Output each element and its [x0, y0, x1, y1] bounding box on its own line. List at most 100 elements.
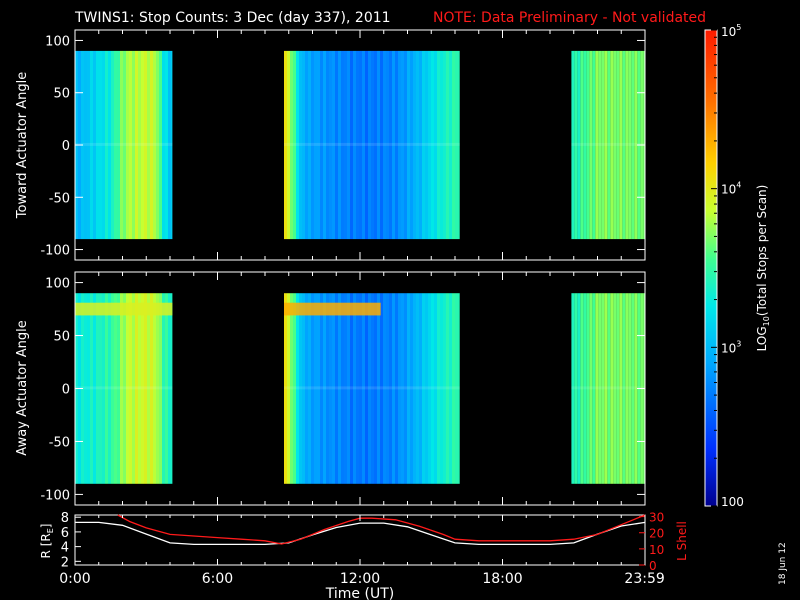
heatmap-column: [374, 50, 377, 240]
heatmap-column: [416, 293, 419, 484]
heatmap-column: [377, 50, 380, 240]
heatmap-column: [389, 293, 392, 484]
heatmap-column: [111, 50, 114, 240]
heatmap-column: [317, 293, 320, 484]
heatmap-column: [299, 293, 302, 484]
heatmap-column: [320, 50, 323, 240]
heatmap-column: [153, 293, 156, 484]
heatmap-column: [404, 293, 407, 484]
heatmap-column: [619, 293, 623, 484]
colorbar: 105 104 103 100 LOG10(Total Stops per Scan): [704, 23, 771, 509]
heatmap-column: [105, 293, 108, 484]
heatmap-column: [147, 293, 150, 484]
heatmap-column: [449, 50, 452, 240]
heatmap-column: [598, 50, 602, 240]
heatmap-column: [159, 50, 162, 240]
heatmap-column: [622, 293, 626, 484]
heatmap-column: [601, 50, 605, 240]
heatmap-column: [401, 293, 404, 484]
ytick-label: -100: [40, 488, 70, 503]
heatmap-column: [171, 50, 173, 240]
zero-angle-band: [284, 142, 460, 146]
colorbar-tick-label: 100: [721, 495, 744, 509]
heatmap-column: [359, 293, 362, 484]
heatmap-column: [589, 293, 593, 484]
orbit-plot: [75, 514, 646, 546]
away-heatmap: [75, 293, 645, 484]
heatmap-column: [129, 293, 132, 484]
zero-angle-band: [75, 386, 173, 390]
heatmap-column: [350, 50, 353, 240]
heatmap-column: [610, 293, 614, 484]
heatmap-column: [628, 50, 632, 240]
heatmap-column: [338, 293, 341, 484]
heatmap-column: [353, 293, 356, 484]
high-count-band: [75, 302, 173, 316]
heatmap-column: [114, 293, 117, 484]
xtick-label: 12:00: [340, 571, 380, 587]
heatmap-column: [574, 293, 578, 484]
heatmap-column: [386, 293, 389, 484]
ytick-label: 50: [53, 330, 70, 345]
heatmap-column: [111, 293, 114, 484]
ytick-label: 0: [62, 139, 70, 154]
heatmap-column: [380, 50, 383, 240]
heatmap-column: [132, 50, 135, 240]
heatmap-column: [332, 50, 335, 240]
date-stamp: 18 Jun 12: [778, 542, 788, 585]
heatmap-column: [284, 50, 287, 240]
heatmap-column: [595, 50, 599, 240]
heatmap-column: [314, 293, 317, 484]
preliminary-note: NOTE: Data Preliminary - Not validated: [433, 10, 706, 26]
away-ticks: 100 50 0 -50 -100: [40, 272, 646, 505]
heatmap-column: [159, 293, 162, 484]
heatmap-column: [90, 50, 93, 240]
heatmap-column: [401, 50, 404, 240]
heatmap-column: [571, 293, 575, 484]
heatmap-column: [132, 293, 135, 484]
heatmap-column: [434, 50, 437, 240]
heatmap-column: [135, 50, 138, 240]
away-panel: 100 50 0 -50 -100 Away Actuator Angle: [15, 271, 646, 506]
heatmap-column: [592, 50, 596, 240]
heatmap-column: [123, 50, 126, 240]
heatmap-column: [147, 50, 150, 240]
y2tick-label: 20: [649, 527, 664, 541]
heatmap-column: [138, 293, 141, 484]
heatmap-column: [141, 293, 144, 484]
heatmap-column: [93, 50, 96, 240]
radius-ylabel: R [RE]: [39, 524, 55, 559]
heatmap-column: [87, 293, 90, 484]
zero-angle-band: [284, 386, 460, 390]
heatmap-column: [425, 293, 428, 484]
heatmap-column: [329, 293, 332, 484]
toward-panel: 100 50 0 -50 -100 Toward Actuator Angle: [15, 29, 646, 261]
heatmap-column: [371, 293, 374, 484]
heatmap-column: [344, 293, 347, 484]
heatmap-column: [407, 293, 410, 484]
heatmap-column: [129, 50, 132, 240]
heatmap-column: [144, 50, 147, 240]
heatmap-column: [162, 293, 165, 484]
zero-angle-band: [571, 142, 645, 146]
zero-angle-band: [571, 386, 645, 390]
colorbar-gradient: [704, 29, 718, 507]
heatmap-column: [338, 50, 341, 240]
heatmap-column: [604, 293, 608, 484]
heatmap-column: [284, 293, 287, 484]
xtick-label: 23:59: [624, 571, 664, 587]
heatmap-column: [413, 50, 416, 240]
heatmap-column: [610, 50, 614, 240]
heatmap-column: [105, 50, 108, 240]
heatmap-column: [326, 50, 329, 240]
heatmap-column: [350, 293, 353, 484]
heatmap-column: [604, 50, 608, 240]
heatmap-column: [356, 293, 359, 484]
heatmap-column: [392, 50, 395, 240]
heatmap-column: [598, 293, 602, 484]
heatmap-column: [455, 50, 458, 240]
heatmap-column: [601, 293, 605, 484]
heatmap-column: [323, 293, 326, 484]
heatmap-column: [607, 50, 611, 240]
heatmap-column: [302, 293, 305, 484]
